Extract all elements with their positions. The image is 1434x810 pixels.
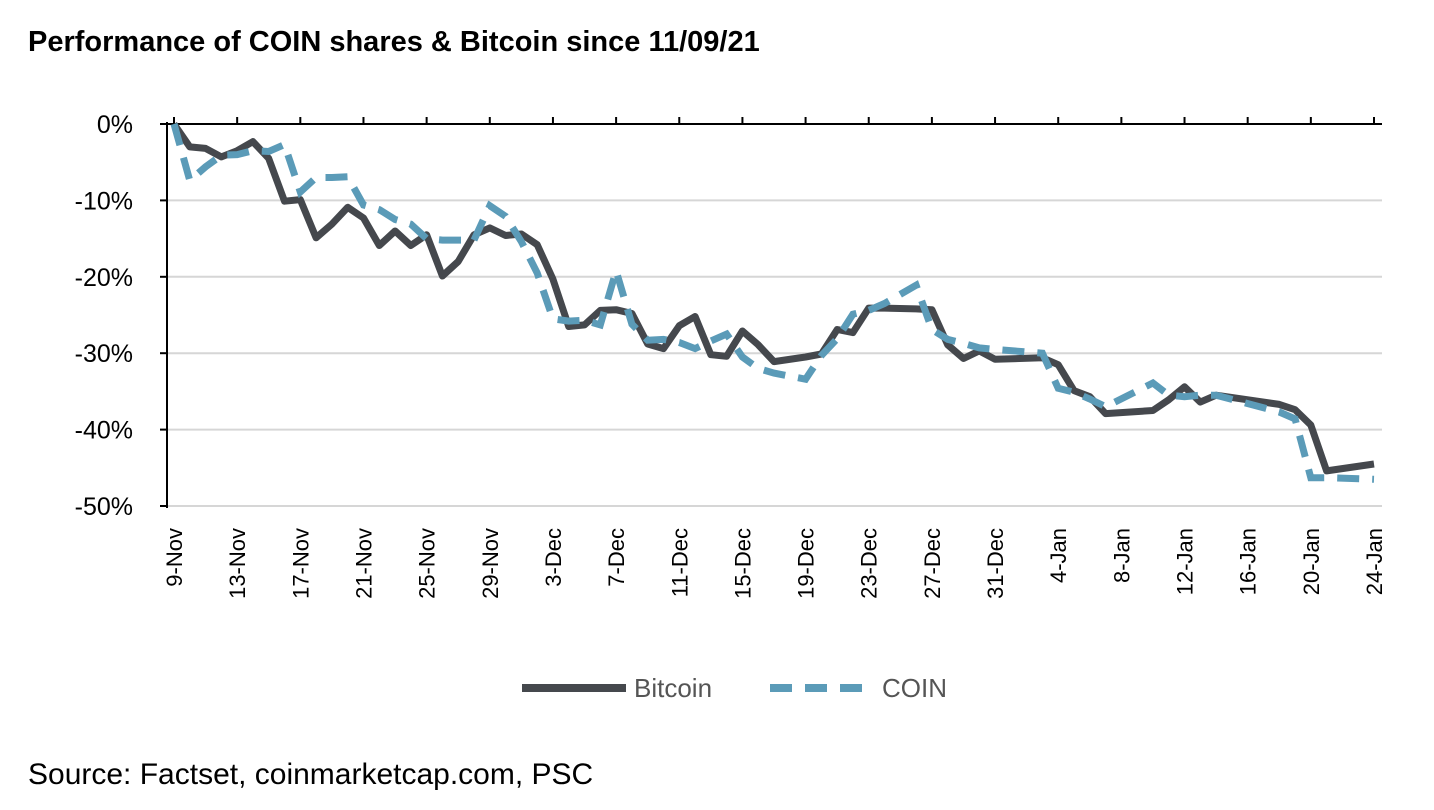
x-tick-label: 31-Dec <box>983 528 1008 599</box>
x-tick-label: 24-Jan <box>1362 528 1387 595</box>
x-tick-label: 19-Dec <box>794 528 819 599</box>
bitcoin-series-line <box>171 122 1375 475</box>
legend: Bitcoin COIN <box>522 673 947 703</box>
coin-legend-label: COIN <box>882 673 947 703</box>
x-tick-label: 20-Jan <box>1299 528 1324 595</box>
source-note: Source: Factset, coinmarketcap.com, PSC <box>28 758 594 791</box>
x-tick-label: 16-Jan <box>1236 528 1261 595</box>
y-tick-label: -10% <box>75 187 133 215</box>
x-tick-label: 8-Jan <box>1109 528 1134 583</box>
x-tick-label: 3-Dec <box>541 528 566 587</box>
y-tick-label: -30% <box>75 340 133 368</box>
x-tick-label: 15-Dec <box>730 528 755 599</box>
y-tick-label: 0% <box>97 111 133 139</box>
x-tick-label: 23-Dec <box>857 528 882 599</box>
x-tick-label: 25-Nov <box>415 528 440 599</box>
line-chart: 0% -10% -20% -30% -40% -50% 9-Nov 13-Nov 17-Nov 2… <box>75 111 1387 703</box>
x-tick-label: 7-Dec <box>604 528 629 587</box>
series-lines <box>170 122 1375 483</box>
x-tick-label: 29-Nov <box>478 528 503 599</box>
y-tick-label: -20% <box>75 264 133 292</box>
x-tick-label: 4-Jan <box>1046 528 1071 583</box>
x-tick-label: 12-Jan <box>1173 528 1198 595</box>
x-tick-label: 9-Nov <box>162 528 187 587</box>
chart-title: Performance of COIN shares & Bitcoin sin… <box>28 26 760 58</box>
x-tick-label: 27-Dec <box>920 528 945 599</box>
x-tick-label: 13-Nov <box>225 528 250 599</box>
coin-series-line <box>170 123 1375 483</box>
gridlines <box>168 199 1382 507</box>
axes: 0% -10% -20% -30% -40% -50% 9-Nov 13-Nov 17-Nov 2… <box>75 111 1387 599</box>
x-tick-label: 21-Nov <box>351 528 376 599</box>
x-tick-label: 17-Nov <box>288 528 313 599</box>
y-tick-label: -50% <box>75 493 133 521</box>
x-tick-label: 11-Dec <box>667 528 692 597</box>
bitcoin-legend-label: Bitcoin <box>634 673 712 703</box>
y-tick-label: -40% <box>75 417 133 445</box>
